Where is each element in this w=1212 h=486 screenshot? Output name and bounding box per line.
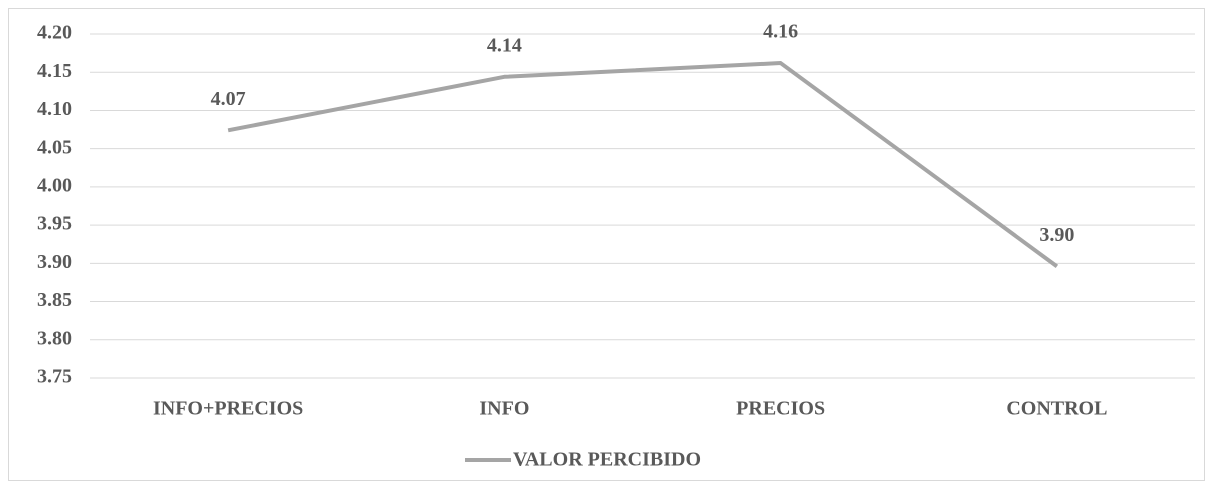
chart-border — [8, 8, 1205, 481]
y-tick-label: 3.80 — [37, 327, 72, 349]
y-tick-label: 3.95 — [37, 213, 72, 235]
y-tick-label: 4.10 — [37, 98, 72, 120]
y-tick-label: 4.20 — [37, 22, 72, 44]
data-label: 4.07 — [211, 88, 246, 110]
y-tick-label: 3.75 — [37, 366, 72, 388]
legend-label: VALOR PERCIBIDO — [513, 449, 701, 471]
data-label: 4.14 — [487, 34, 522, 56]
data-label: 3.90 — [1039, 224, 1074, 246]
line — [227, 61, 1059, 269]
y-tick-label: 4.05 — [37, 136, 72, 158]
y-tick-label: 3.90 — [37, 251, 72, 273]
x-tick-label: PRECIOS — [736, 398, 825, 420]
data-label: 4.16 — [763, 21, 798, 43]
x-tick-label: INFO+PRECIOS — [153, 398, 303, 420]
x-tick-label: INFO — [479, 398, 529, 420]
y-tick-label: 4.00 — [37, 174, 72, 196]
y-tick-label: 3.85 — [37, 289, 72, 311]
x-tick-label: CONTROL — [1006, 398, 1107, 420]
y-tick-label: 4.15 — [37, 60, 72, 82]
